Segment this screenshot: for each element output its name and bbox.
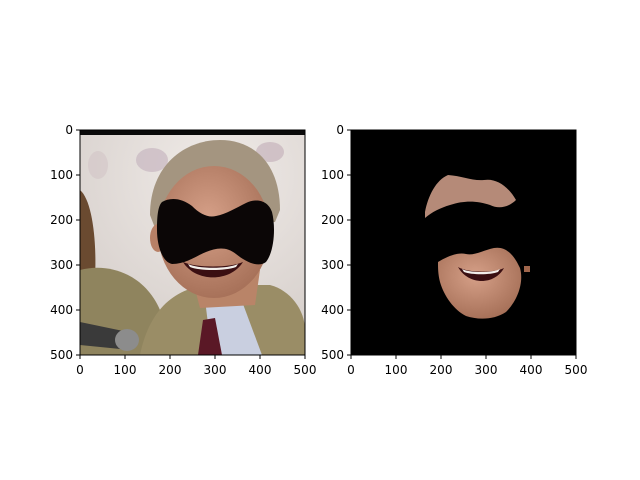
- masked-face-panel: [350, 129, 577, 356]
- x-tick-label: 100: [385, 363, 408, 377]
- y-tick-label: 400: [321, 303, 344, 317]
- y-tick-label: 500: [321, 348, 344, 362]
- x-tick-label: 400: [249, 363, 272, 377]
- x-tick-label: 200: [430, 363, 453, 377]
- y-tick-label: 100: [321, 168, 344, 182]
- masked-face-photo: [351, 130, 576, 355]
- y-tick-label: 100: [50, 168, 73, 182]
- y-tick-label: 200: [321, 213, 344, 227]
- y-tick-label: 500: [50, 348, 73, 362]
- original-image-panel: [79, 129, 306, 356]
- y-tick-label: 300: [50, 258, 73, 272]
- y-tick-label: 200: [50, 213, 73, 227]
- y-tick-label: 0: [65, 123, 73, 137]
- x-tick-label: 200: [159, 363, 182, 377]
- y-tick-label: 300: [321, 258, 344, 272]
- x-tick-label: 0: [76, 363, 84, 377]
- x-tick-label: 500: [565, 363, 588, 377]
- y-tick-label: 400: [50, 303, 73, 317]
- original-photo: [80, 130, 305, 355]
- occlusion-mask: [157, 198, 274, 265]
- x-tick-label: 300: [475, 363, 498, 377]
- x-tick-label: 500: [294, 363, 317, 377]
- x-tick-label: 400: [520, 363, 543, 377]
- x-tick-label: 0: [347, 363, 355, 377]
- x-tick-label: 100: [114, 363, 137, 377]
- x-tick-label: 300: [204, 363, 227, 377]
- y-tick-label: 0: [336, 123, 344, 137]
